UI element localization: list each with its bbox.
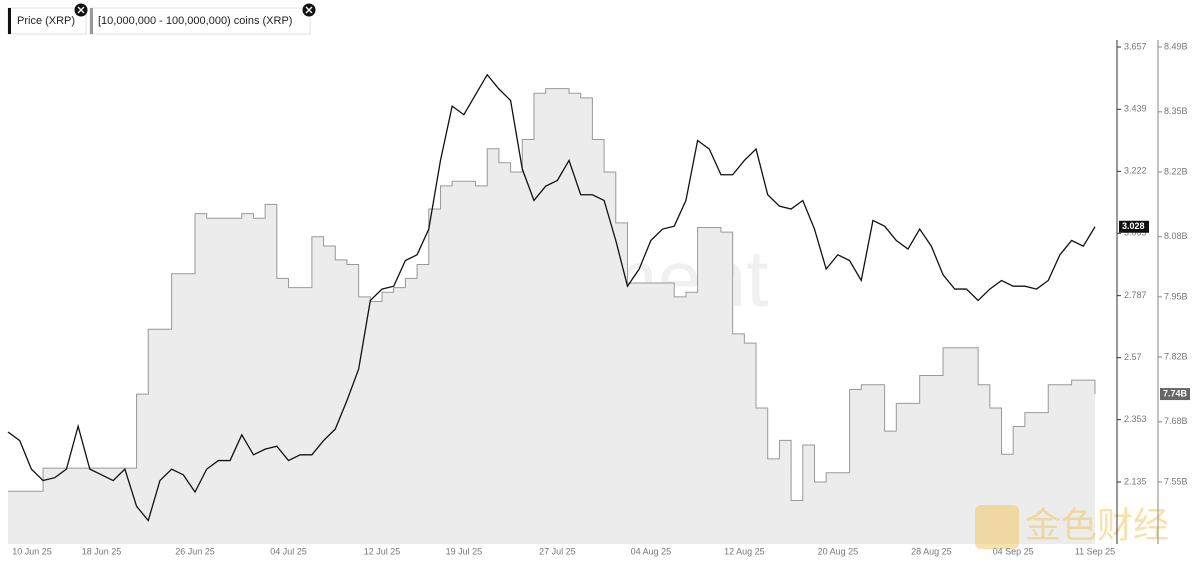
legend-chip[interactable]: [7, 7, 87, 35]
logo-icon: [975, 505, 1019, 549]
area-line: [8, 88, 1096, 502]
y2-tick-label: 7.68B: [1164, 416, 1188, 426]
legend-chip[interactable]: [89, 7, 311, 35]
x-tick-label: 11 Sep 25: [1075, 546, 1115, 556]
y-tick-label: 2.787: [1124, 290, 1147, 300]
x-tick-label: 04 Jul 25: [270, 546, 307, 556]
y-tick-label: 3.439: [1124, 104, 1147, 114]
value-badge: [1119, 220, 1149, 233]
legend-label: Price (XRP): [17, 15, 75, 27]
close-icon: [305, 6, 313, 14]
y2-tick-label: 7.95B: [1164, 291, 1188, 301]
y-tick-label: 2.353: [1124, 414, 1147, 424]
x-tick-label: 19 Jul 25: [446, 546, 483, 556]
x-tick-label: 18 Jun 25: [82, 546, 122, 556]
y-tick-label: 3.657: [1124, 41, 1147, 51]
y-tick-label: 3.222: [1124, 166, 1147, 176]
x-tick-label: 12 Jul 25: [364, 546, 401, 556]
value-badge-label: 3.028: [1122, 221, 1145, 231]
y2-tick-label: 8.49B: [1164, 41, 1188, 51]
x-tick-label: 04 Sep 25: [993, 546, 1034, 556]
legend: Price (XRP) [10,000,000 - 100,000,000) c…: [7, 3, 316, 35]
x-tick-label: 27 Jul 25: [539, 546, 576, 556]
x-tick-label: 10 Jun 25: [12, 546, 52, 556]
value-badge: [1160, 388, 1190, 401]
y2-tick-label: 8.22B: [1164, 166, 1188, 176]
y2-tick-label: 7.82B: [1164, 351, 1188, 361]
y-tick-label: 2.57: [1124, 352, 1142, 362]
area: [8, 88, 1095, 545]
x-tick-label: 04 Aug 25: [631, 546, 672, 556]
y-tick-label: 2.135: [1124, 476, 1147, 486]
value-badge-label: 7.74B: [1163, 388, 1188, 398]
x-tick-label: 20 Aug 25: [818, 546, 859, 556]
x-tick-label: 12 Aug 25: [724, 546, 765, 556]
y2-tick-label: 7.55B: [1164, 476, 1188, 486]
price-line: [7, 73, 1096, 522]
x-tick-label: 26 Jun 25: [175, 546, 215, 556]
legend-swatch: [90, 8, 93, 34]
logo-text: 金色财经: [1025, 505, 1169, 546]
legend-swatch: [8, 8, 11, 34]
y2-tick-label: 8.35B: [1164, 106, 1188, 116]
y2-tick-label: 8.08B: [1164, 231, 1188, 241]
close-icon: [77, 6, 85, 14]
x-tick-label: 28 Aug 25: [911, 546, 952, 556]
legend-label: [10,000,000 - 100,000,000) coins (XRP): [98, 15, 292, 27]
